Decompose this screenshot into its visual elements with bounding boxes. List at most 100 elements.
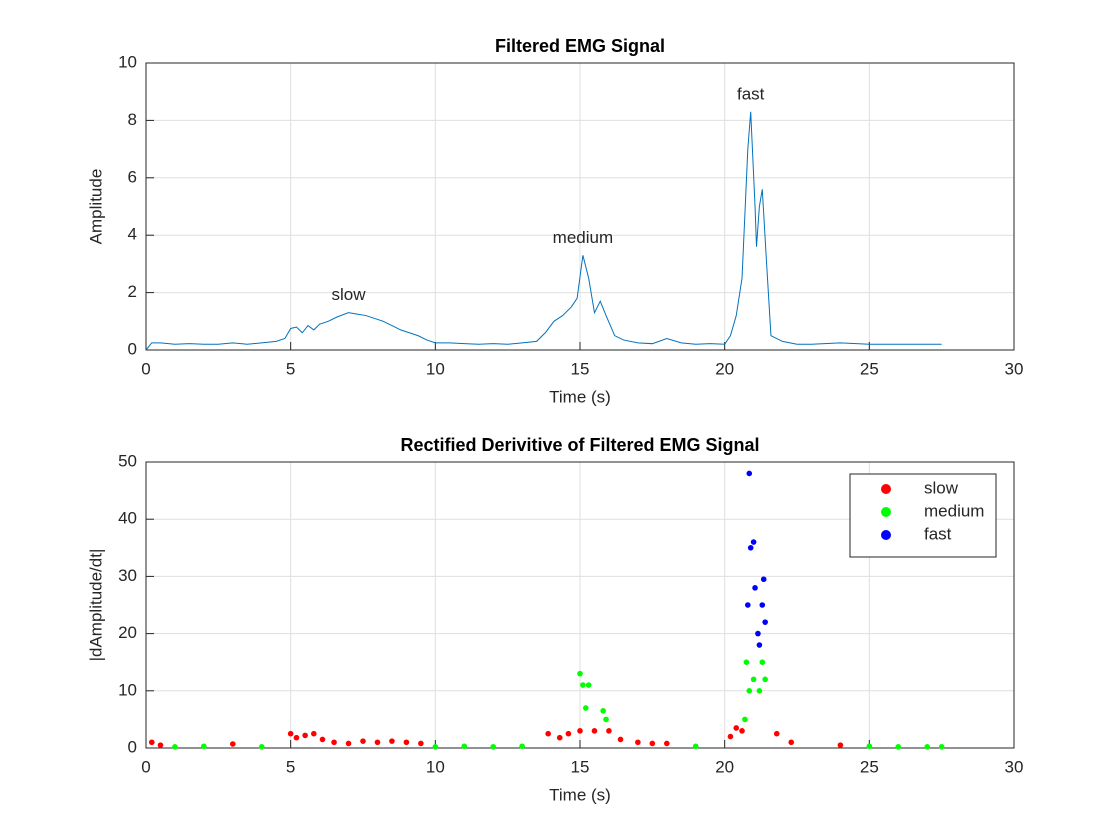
data-point (746, 688, 753, 694)
data-point (756, 688, 763, 694)
data-point (591, 728, 598, 734)
y-tick-label: 50 (118, 451, 137, 470)
x-tick-label: 20 (715, 359, 734, 378)
legend-box (849, 473, 997, 558)
data-point (742, 716, 748, 723)
annotation: fast (737, 84, 765, 103)
data-point (692, 743, 699, 750)
data-point (172, 744, 178, 750)
data-point (389, 738, 395, 744)
data-point (585, 682, 592, 688)
annotation: slow (332, 285, 367, 304)
data-point (157, 742, 164, 748)
y-tick-label: 8 (128, 110, 137, 129)
data-point (302, 732, 308, 739)
x-tick-label: 10 (426, 359, 445, 378)
data-point (606, 728, 612, 734)
data-point (762, 676, 768, 683)
data-line (145, 111, 942, 351)
data-point (556, 734, 563, 741)
data-point (750, 676, 757, 683)
x-tick-label: 5 (286, 359, 295, 378)
data-point (745, 602, 751, 608)
y-axis-label: Amplitude (86, 169, 105, 245)
data-point (938, 744, 945, 750)
data-point (837, 742, 844, 748)
data-point (739, 728, 745, 734)
data-point (743, 659, 750, 665)
data-point (345, 740, 352, 747)
data-point (582, 705, 589, 711)
data-point (577, 670, 583, 677)
data-point (649, 740, 656, 747)
data-point (603, 716, 609, 723)
data-point (759, 659, 766, 665)
axes-box (145, 461, 1015, 749)
x-tick-label: 0 (141, 757, 150, 776)
y-tick-label: 6 (128, 167, 137, 186)
x-tick-label: 0 (141, 359, 150, 378)
data-point (895, 744, 902, 750)
data-point (565, 730, 572, 737)
y-tick-label: 4 (128, 225, 137, 244)
legend-marker (881, 507, 891, 517)
x-tick-label: 5 (286, 757, 295, 776)
annotation: medium (553, 228, 613, 247)
y-tick-label: 40 (118, 509, 137, 528)
data-point (580, 682, 586, 688)
data-point (432, 744, 439, 750)
data-point (331, 739, 337, 746)
data-point (148, 739, 155, 746)
x-axis-label: Time (s) (549, 387, 611, 406)
chart-title: Rectified Derivitive of Filtered EMG Sig… (400, 435, 759, 455)
legend-marker (881, 530, 891, 540)
data-point (287, 730, 294, 737)
x-tick-label: 30 (1005, 757, 1024, 776)
y-tick-label: 2 (128, 282, 137, 301)
data-point (773, 730, 780, 737)
data-point (760, 576, 767, 583)
data-point (319, 736, 326, 743)
y-tick-label: 10 (118, 680, 137, 699)
x-tick-label: 25 (860, 757, 879, 776)
data-point (756, 642, 763, 648)
x-tick-label: 30 (1005, 359, 1024, 378)
data-point (635, 739, 641, 746)
data-point (617, 736, 624, 743)
data-point (788, 739, 795, 746)
data-point (600, 708, 606, 714)
data-point (762, 619, 768, 625)
data-point (230, 741, 236, 747)
data-point (746, 470, 753, 477)
y-tick-label: 30 (118, 566, 137, 585)
data-point (545, 730, 551, 737)
data-point (293, 734, 300, 741)
data-point (201, 743, 207, 750)
data-point (747, 545, 754, 551)
data-point (311, 730, 317, 737)
data-point (461, 743, 468, 750)
data-point (752, 585, 758, 591)
y-axis-label: |dAmplitude/dt| (86, 549, 105, 662)
data-point (750, 539, 757, 545)
axes-box (145, 62, 1015, 351)
x-tick-label: 15 (571, 757, 590, 776)
data-point (755, 630, 761, 637)
x-axis-label: Time (s) (549, 785, 611, 804)
y-tick-label: 0 (128, 339, 137, 358)
x-tick-label: 15 (571, 359, 590, 378)
chart-title: Filtered EMG Signal (495, 36, 665, 56)
data-point (418, 740, 424, 747)
data-point (727, 733, 734, 740)
x-tick-label: 10 (426, 757, 445, 776)
x-tick-label: 20 (715, 757, 734, 776)
data-point (360, 738, 366, 744)
data-point (866, 743, 873, 750)
data-point (577, 728, 583, 734)
legend-label: fast (924, 524, 952, 543)
data-point (924, 744, 930, 750)
data-point (374, 739, 381, 746)
y-tick-label: 20 (118, 623, 137, 642)
y-tick-label: 10 (118, 52, 137, 71)
